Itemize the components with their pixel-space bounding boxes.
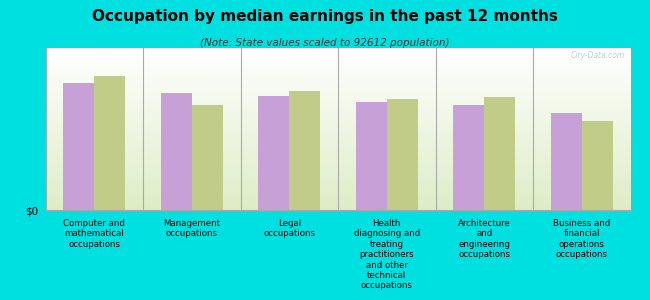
Bar bbox=[192, 105, 223, 210]
Text: City-Data.com: City-Data.com bbox=[571, 51, 625, 60]
Bar bbox=[484, 98, 515, 210]
Bar bbox=[94, 76, 125, 210]
Bar bbox=[387, 99, 418, 210]
Bar bbox=[258, 96, 289, 210]
Bar bbox=[453, 105, 484, 210]
Bar bbox=[161, 93, 192, 210]
Bar bbox=[356, 102, 387, 210]
Bar bbox=[289, 91, 320, 210]
Text: (Note: State values scaled to 92612 population): (Note: State values scaled to 92612 popu… bbox=[200, 38, 450, 47]
Text: Occupation by median earnings in the past 12 months: Occupation by median earnings in the pas… bbox=[92, 9, 558, 24]
Bar bbox=[551, 113, 582, 210]
Bar bbox=[582, 121, 613, 210]
Bar bbox=[63, 83, 94, 210]
